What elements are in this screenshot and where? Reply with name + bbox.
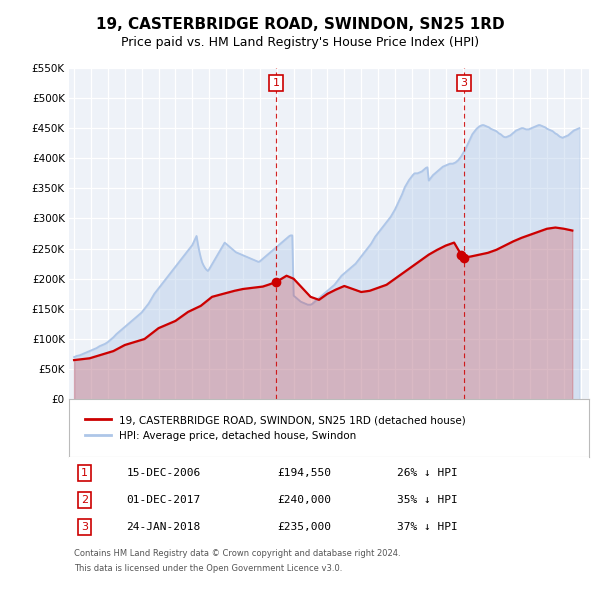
Text: 1: 1 <box>272 78 280 88</box>
Text: 35% ↓ HPI: 35% ↓ HPI <box>397 495 457 505</box>
Text: 24-JAN-2018: 24-JAN-2018 <box>126 522 200 532</box>
Text: 15-DEC-2006: 15-DEC-2006 <box>126 468 200 478</box>
Text: 3: 3 <box>460 78 467 88</box>
Text: £194,550: £194,550 <box>277 468 331 478</box>
Text: 1: 1 <box>81 468 88 478</box>
Text: 19, CASTERBRIDGE ROAD, SWINDON, SN25 1RD: 19, CASTERBRIDGE ROAD, SWINDON, SN25 1RD <box>95 17 505 32</box>
Legend: 19, CASTERBRIDGE ROAD, SWINDON, SN25 1RD (detached house), HPI: Average price, d: 19, CASTERBRIDGE ROAD, SWINDON, SN25 1RD… <box>79 410 471 446</box>
Text: £240,000: £240,000 <box>277 495 331 505</box>
Text: Price paid vs. HM Land Registry's House Price Index (HPI): Price paid vs. HM Land Registry's House … <box>121 36 479 49</box>
Text: 3: 3 <box>81 522 88 532</box>
Text: 37% ↓ HPI: 37% ↓ HPI <box>397 522 457 532</box>
Text: 2: 2 <box>81 495 88 505</box>
Text: Contains HM Land Registry data © Crown copyright and database right 2024.: Contains HM Land Registry data © Crown c… <box>74 549 401 558</box>
Text: £235,000: £235,000 <box>277 522 331 532</box>
Text: This data is licensed under the Open Government Licence v3.0.: This data is licensed under the Open Gov… <box>74 564 343 573</box>
Text: 26% ↓ HPI: 26% ↓ HPI <box>397 468 457 478</box>
Text: 01-DEC-2017: 01-DEC-2017 <box>126 495 200 505</box>
